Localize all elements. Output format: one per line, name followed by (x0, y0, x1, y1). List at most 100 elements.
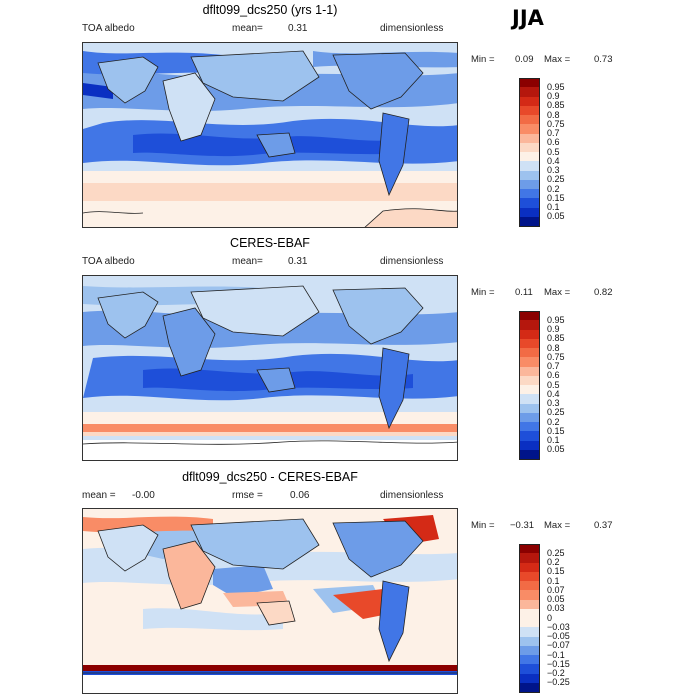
colorbar-swatch (519, 544, 540, 554)
panel-1-variable-label: TOA albedo (82, 23, 135, 34)
colorbar-swatch (519, 115, 540, 125)
colorbar-swatch (519, 161, 540, 171)
colorbar-tick-label: 0.9 (547, 324, 560, 334)
panel-2-max-value: 0.82 (594, 287, 613, 298)
colorbar-swatch (519, 216, 540, 227)
colorbar-swatch (519, 618, 540, 628)
colorbar-tick-label: 0.07 (547, 584, 565, 595)
colorbar-tick-label: 0.3 (547, 165, 560, 175)
colorbar-tick-label: 0.25 (547, 547, 565, 558)
colorbar-swatch (519, 562, 540, 573)
colorbar-tick-label: 0.7 (547, 361, 560, 371)
colorbar-tick-label: 0.6 (547, 137, 560, 148)
panel-3-title: dflt099_dcs250 - CERES-EBAF (182, 470, 358, 484)
colorbar-tick-label: 0.85 (547, 100, 565, 111)
colorbar-tick-label: 0.85 (547, 333, 565, 344)
panel-3-max-label: Max = (544, 520, 571, 531)
colorbar-swatch (519, 142, 540, 153)
colorbar-swatch (519, 571, 540, 582)
colorbar-tick-label: 0.05 (547, 211, 565, 222)
colorbar-swatch (519, 124, 540, 134)
colorbar-tick-label: 0.75 (547, 351, 565, 362)
colorbar-tick-label: 0.1 (547, 575, 560, 586)
colorbar-swatch (519, 375, 540, 386)
colorbar-tick-label: 0.2 (547, 416, 560, 427)
panel-1-map-svg (83, 43, 457, 227)
colorbar-swatch (519, 673, 540, 684)
season-label: JJA (512, 6, 544, 30)
colorbar-swatch (519, 682, 540, 693)
panel-3-rmse-label: rmse = (232, 490, 263, 501)
panel-2-map-svg (83, 276, 457, 460)
colorbar-tick-label: 0.95 (547, 314, 565, 325)
panel-2-mean-label: mean= (232, 256, 263, 267)
colorbar-tick-label: 0.8 (547, 342, 560, 353)
panel-2-mean-value: 0.31 (288, 256, 308, 267)
panel-1-mean-label: mean= (232, 23, 263, 34)
panel-3-mean-value: -0.00 (132, 490, 155, 501)
colorbar-swatch (519, 385, 540, 395)
colorbar-swatch (519, 431, 540, 441)
colorbar-tick-label: 0.15 (547, 425, 565, 436)
panel-2-title: CERES-EBAF (230, 236, 310, 250)
colorbar-tick-label: −0.07 (547, 640, 570, 651)
colorbar-swatch (519, 348, 540, 358)
panel-1-units: dimensionless (380, 23, 444, 34)
colorbar-swatch (519, 403, 540, 414)
panel-1-title: dflt099_dcs250 (yrs 1-1) (202, 3, 338, 17)
panel-2-min-label: Min = (471, 287, 495, 298)
panel-1-min-value: 0.09 (515, 54, 534, 65)
colorbar-swatch (519, 449, 540, 460)
colorbar-tick-label: 0.25 (547, 174, 565, 185)
colorbar-swatch (519, 78, 540, 88)
panel-2-colorbar: 0.95 0.9 0.85 0.8 0.75 0.7 0.6 0.5 0.4 0.3 0.25 0.2… (519, 311, 599, 460)
panel-3-max-value: 0.37 (594, 520, 613, 531)
colorbar-tick-label: 0.9 (547, 91, 560, 101)
panel-3-min-label: Min = (471, 520, 495, 531)
panel-1-map (82, 42, 458, 228)
colorbar-tick-label: 0.5 (547, 146, 560, 157)
colorbar-swatch (519, 96, 540, 107)
colorbar-tick-label: 0.3 (547, 398, 560, 408)
colorbar-tick-label: −0.2 (547, 668, 565, 678)
panel-3-rmse-value: 0.06 (290, 490, 310, 501)
colorbar-tick-label: 0.2 (547, 557, 560, 567)
colorbar-swatch (519, 329, 540, 340)
colorbar-tick-label: 0.7 (547, 128, 560, 138)
panel-2-max-label: Max = (544, 287, 571, 298)
colorbar-tick-label: −0.25 (547, 677, 570, 688)
panel-1-max-value: 0.73 (594, 54, 613, 65)
panel-3-map-svg (83, 509, 457, 693)
colorbar-tick-label: 0.8 (547, 109, 560, 120)
colorbar-tick-label: −0.1 (547, 649, 565, 660)
colorbar-swatch (519, 664, 540, 674)
colorbar-tick-label: 0.15 (547, 192, 565, 203)
panel-1-min-label: Min = (471, 54, 495, 65)
colorbar-swatch (519, 599, 540, 610)
colorbar-tick-label: 0.1 (547, 202, 560, 212)
colorbar-tick-label: 0.5 (547, 379, 560, 390)
panel-1-colorbar: 0.95 0.9 0.85 0.8 0.75 0.7 0.6 0.5 0.4 0.3 0.25 0.2… (519, 78, 599, 227)
colorbar-tick-label: 0.6 (547, 370, 560, 381)
colorbar-tick-label: 0.2 (547, 183, 560, 194)
colorbar-swatch (519, 338, 540, 349)
colorbar-swatch (519, 311, 540, 321)
panel-2-units: dimensionless (380, 256, 444, 267)
colorbar-swatch (519, 553, 540, 563)
panel-1-mean-value: 0.31 (288, 23, 308, 34)
colorbar-tick-label: 0.4 (547, 388, 560, 399)
colorbar-swatch (519, 198, 540, 208)
colorbar-swatch (519, 189, 540, 199)
colorbar-tick-label: −0.05 (547, 631, 570, 641)
colorbar-swatch (519, 422, 540, 432)
colorbar-swatch (519, 133, 540, 144)
colorbar-swatch (519, 394, 540, 404)
colorbar-swatch (519, 645, 540, 656)
colorbar-swatch (519, 207, 540, 218)
colorbar-swatch (519, 105, 540, 116)
panel-2-min-value: 0.11 (515, 287, 533, 298)
colorbar-swatch (519, 581, 540, 591)
colorbar-tick-label: 0.4 (547, 155, 560, 166)
colorbar-swatch (519, 655, 540, 665)
colorbar-tick-label: 0.15 (547, 566, 565, 577)
